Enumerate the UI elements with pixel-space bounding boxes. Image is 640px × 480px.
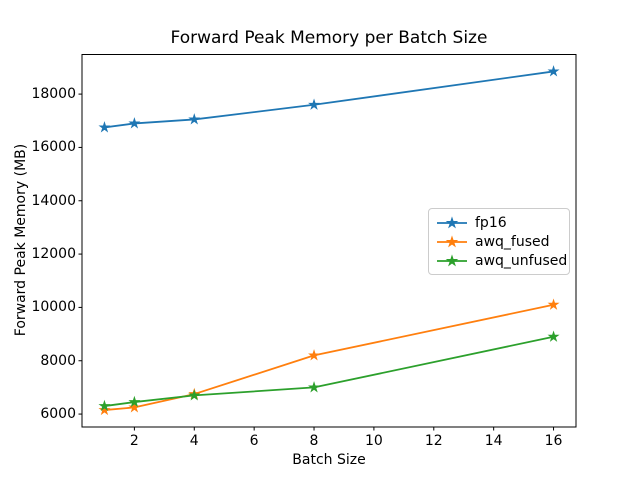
marker-star-awq_unfused bbox=[128, 395, 141, 408]
x-tick-label: 10 bbox=[364, 433, 383, 449]
y-tick-label: 18000 bbox=[31, 86, 76, 103]
x-tick-label: 4 bbox=[189, 433, 199, 449]
x-tick-label: 12 bbox=[424, 433, 443, 449]
legend-label-fp16: fp16 bbox=[475, 214, 507, 231]
legend-item-awq_unfused: awq_unfused bbox=[437, 251, 567, 270]
marker-star-awq_fused bbox=[547, 298, 560, 310]
series-line-fp16 bbox=[104, 70, 554, 129]
marker-star-awq_fused bbox=[98, 403, 111, 416]
marker-star-fp16 bbox=[547, 65, 560, 77]
series-line-awq_fused bbox=[104, 303, 554, 411]
marker-star-awq_unfused bbox=[547, 330, 560, 342]
legend-line-marker-fp16 bbox=[437, 215, 467, 228]
x-tick-label: 14 bbox=[484, 433, 503, 449]
y-tick-label: 14000 bbox=[31, 192, 76, 209]
legend-line-marker-awq_fused bbox=[437, 234, 467, 247]
marker-star-awq_fused bbox=[128, 401, 141, 413]
x-tick-label: 6 bbox=[249, 433, 259, 449]
legend: fp16 awq_fused awq_unfused bbox=[428, 208, 570, 275]
legend-item-awq_fused: awq_fused bbox=[437, 232, 561, 251]
x-tick-label: 2 bbox=[129, 433, 139, 449]
axes-spines bbox=[81, 54, 577, 428]
marker-star-awq_unfused bbox=[188, 389, 201, 401]
y-tick-label: 6000 bbox=[40, 406, 76, 423]
chart-title: Forward Peak Memory per Batch Size bbox=[170, 28, 488, 48]
marker-star-awq_fused bbox=[308, 349, 321, 361]
marker-star-fp16 bbox=[98, 121, 111, 133]
marker-star-awq_unfused bbox=[308, 381, 321, 393]
marker-star-fp16 bbox=[308, 98, 321, 110]
y-tick-label: 16000 bbox=[31, 139, 76, 156]
x-axis-label: Batch Size bbox=[292, 452, 366, 468]
y-tick-label: 10000 bbox=[31, 299, 76, 316]
x-tick-label: 16 bbox=[544, 433, 563, 449]
y-tick-label: 12000 bbox=[31, 246, 76, 263]
x-tick-label: 8 bbox=[309, 433, 319, 449]
marker-star-fp16 bbox=[188, 113, 201, 125]
marker-star-fp16 bbox=[128, 117, 141, 129]
series-line-awq_unfused bbox=[104, 335, 554, 407]
y-tick-label: 8000 bbox=[40, 352, 76, 369]
legend-line-marker-awq_unfused bbox=[437, 253, 467, 266]
legend-label-awq_unfused: awq_unfused bbox=[475, 252, 568, 269]
legend-label-awq_fused: awq_fused bbox=[475, 233, 550, 250]
marker-star-awq_unfused bbox=[98, 399, 111, 412]
legend-item-fp16: fp16 bbox=[437, 213, 561, 232]
